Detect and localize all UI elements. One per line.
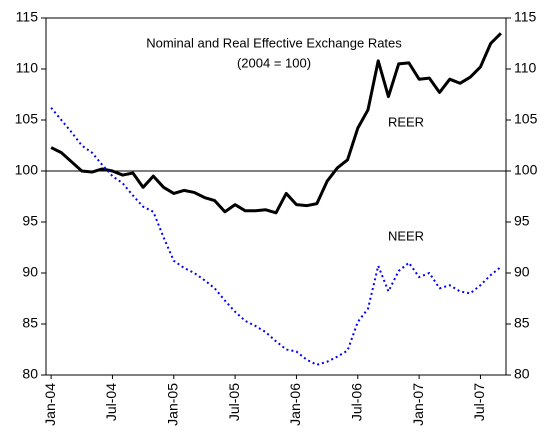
x-tick-label: Jan-06	[287, 383, 303, 426]
y2-tick-label: 115	[514, 9, 537, 25]
x-tick-label: Jul-07	[471, 383, 487, 421]
y2-tick-label: 80	[514, 366, 530, 382]
y2-tick-label: 110	[514, 60, 537, 76]
x-tick-label: Jul-06	[348, 383, 364, 421]
y-tick-label: 110	[16, 60, 39, 76]
x-tick-label: Jul-04	[103, 383, 119, 421]
plot-frame	[45, 17, 507, 376]
y-tick-label: 80	[22, 366, 38, 382]
y2-tick-label: 100	[514, 162, 538, 178]
x-tick-label: Jan-04	[42, 383, 58, 426]
annotation: REER	[388, 114, 424, 129]
chart-title: Nominal and Real Effective Exchange Rate…	[146, 35, 402, 50]
y-tick-label: 100	[15, 162, 39, 178]
x-tick-label: Jul-05	[226, 383, 242, 421]
chart-subtitle: (2004 = 100)	[237, 55, 311, 70]
annotation: NEER	[388, 228, 424, 243]
y-tick-label: 90	[22, 264, 38, 280]
y-tick-label: 115	[16, 9, 39, 25]
y2-tick-label: 105	[514, 111, 538, 127]
x-tick-label: Jan-05	[164, 383, 180, 426]
series-line	[50, 32, 502, 215]
y-tick-label: 85	[22, 315, 38, 331]
x-tick-label: Jan-07	[410, 383, 426, 426]
y2-tick-label: 90	[514, 264, 530, 280]
y2-tick-label: 95	[514, 213, 530, 229]
y2-tick-label: 85	[514, 315, 530, 331]
y-tick-label: 105	[15, 111, 39, 127]
series-line	[50, 107, 502, 366]
y-tick-label: 95	[22, 213, 38, 229]
